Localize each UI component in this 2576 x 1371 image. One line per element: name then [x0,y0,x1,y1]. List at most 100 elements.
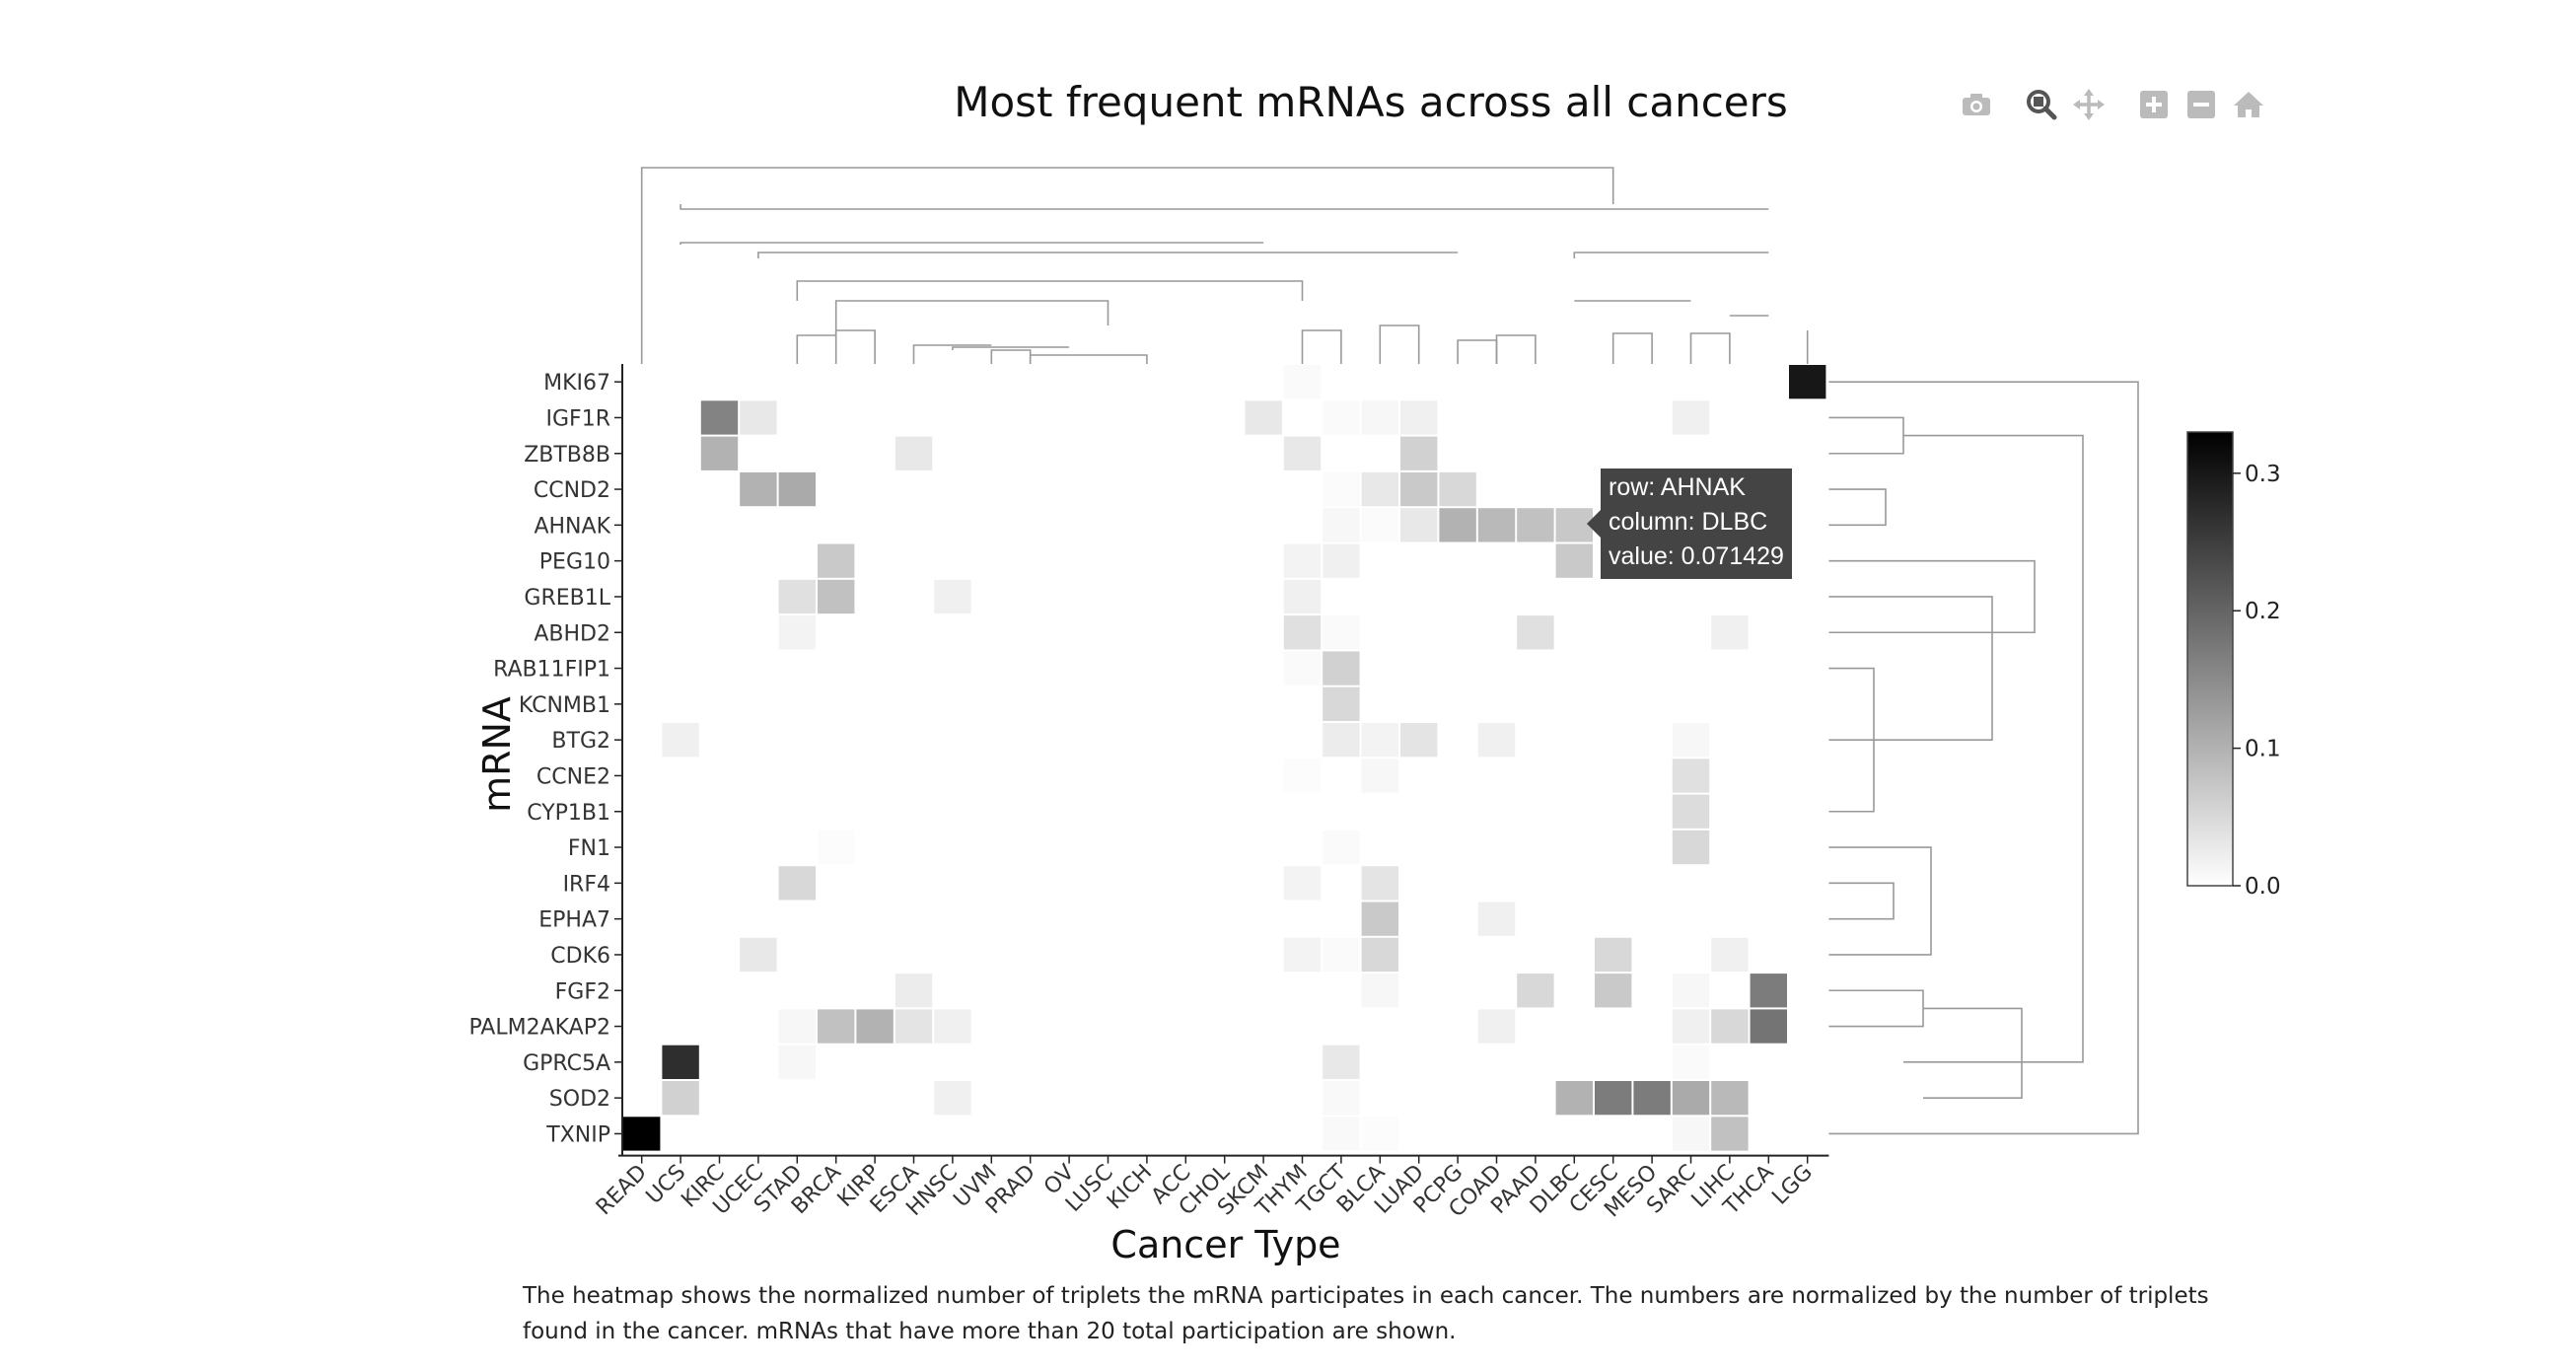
dendrogram-link [952,346,1070,350]
heatmap-cell [1361,723,1398,758]
modebar [1953,85,2272,124]
dendrogram-link [1828,381,2139,1135]
heatmap-cell [778,579,816,614]
heatmap-cell [778,471,816,507]
heatmap-cell [740,937,777,973]
heatmap-cell [1517,615,1554,650]
row-label: AHNAK [534,514,610,539]
heatmap-cell [740,400,777,435]
heatmap-cell [894,974,933,1008]
row-label: ABHD2 [534,621,610,646]
heatmap-cell [1323,1117,1360,1151]
dendrogram-link [1029,354,1148,364]
colorbar-tick-label: 0.0 [2245,874,2281,900]
heatmap-cell [1517,974,1554,1008]
column-label: KICH [1103,1160,1157,1214]
colorbar-tick-label: 0.3 [2245,462,2281,487]
heatmap-cell [1400,723,1438,758]
heatmap-cell [662,1045,699,1079]
heatmap-cell [1595,974,1632,1008]
dendrogram-link [1903,434,2084,1063]
tooltip-column: column: DLBC [1609,508,1768,536]
heatmap-cell [1323,937,1360,973]
row-label: GREB1L [524,586,610,611]
heatmap-cell [1283,937,1322,973]
dendrogram-link [1828,416,1904,455]
heatmap-cell [1361,937,1398,973]
heatmap-cell [1283,615,1322,650]
heatmap-cell [1323,686,1360,721]
heatmap-cell [818,830,855,865]
heatmap-cell [1400,508,1438,542]
heatmap-cell [700,400,739,435]
heatmap-cell [1711,1009,1749,1044]
row-label: ZBTB8B [524,443,610,468]
camera-icon[interactable] [1953,85,2000,124]
heatmap-cell [1595,1081,1632,1116]
heatmap-cell [934,1081,971,1116]
heatmap-cell [1283,436,1322,470]
heatmap-cell [1439,471,1476,507]
dendrogram-link [640,167,1614,364]
zoom-out-icon[interactable] [2178,85,2225,124]
heatmap-cell [1283,758,1322,793]
row-label: FGF2 [555,979,610,1004]
hover-tooltip: row: AHNAK column: DLBC value: 0.071429 [1587,469,1792,579]
pan-icon[interactable] [2065,85,2112,124]
heatmap-cell [1361,866,1398,901]
row-label: RAB11FIP1 [493,658,610,683]
colorbar-tick-label: 0.2 [2245,599,2281,624]
heatmap-cell [894,1009,933,1044]
heatmap-cell [1361,400,1398,435]
chart-caption: The heatmap shows the normalized number … [523,1283,2209,1344]
heatmap-cell [1323,1045,1360,1079]
x-axis-title: Cancer Type [1110,1223,1340,1266]
heatmap-cells [623,365,1826,1151]
column-labels: READUCSKIRCUCECSTADBRCAKIRPESCAHNSCUVMPR… [592,1155,1818,1222]
row-label: GPRC5A [523,1051,610,1076]
heatmap-cell [1711,615,1749,650]
row-label: BTG2 [551,729,610,754]
heatmap-cell [1323,651,1360,686]
heatmap-cell [1672,1045,1710,1079]
dendrogram-link [680,204,1769,210]
heatmap-cell [1672,1081,1710,1116]
dendrogram-link [834,329,876,364]
dendrogram-link [1611,332,1653,364]
home-icon[interactable] [2225,85,2272,124]
dendrogram-link [1828,596,1993,741]
column-label: LGG [1767,1160,1817,1209]
heatmap-cell [1555,1081,1593,1116]
heatmap-cell [818,1009,855,1044]
heatmap-cell [1361,902,1398,936]
dendrogram-link [1457,339,1498,364]
row-label: CCNE2 [537,764,610,789]
heatmap-axes [618,364,1829,1157]
y-axis-title: mRNA [475,696,519,813]
zoom-in-icon[interactable] [2130,85,2178,124]
heatmap-cell [1323,723,1360,758]
heatmap-cell [662,1081,699,1116]
heatmap-cell [1750,974,1787,1008]
heatmap-cell [778,866,816,901]
heatmap-cell [1400,436,1438,470]
dendrogram-link [1689,332,1731,364]
zoom-icon[interactable] [2018,85,2065,124]
row-label: CDK6 [550,944,610,969]
heatmap-cell [1672,400,1710,435]
heatmap-cell [1555,543,1593,578]
dendrogram-link [680,242,1264,245]
heatmap-cell [1595,937,1632,973]
dendrogram-link [1573,252,1769,258]
row-label: CYP1B1 [527,801,610,826]
heatmap-cell [1323,400,1360,435]
heatmap-cell [1711,1081,1749,1116]
heatmap-cell [623,1117,661,1151]
heatmap-cell [1672,830,1710,865]
heatmap-cell [1672,794,1710,829]
heatmap-cell [1672,723,1710,758]
heatmap-cell [1477,1009,1516,1044]
dendrogram-link [1828,559,2036,634]
dendrogram-link [1828,989,1924,1028]
